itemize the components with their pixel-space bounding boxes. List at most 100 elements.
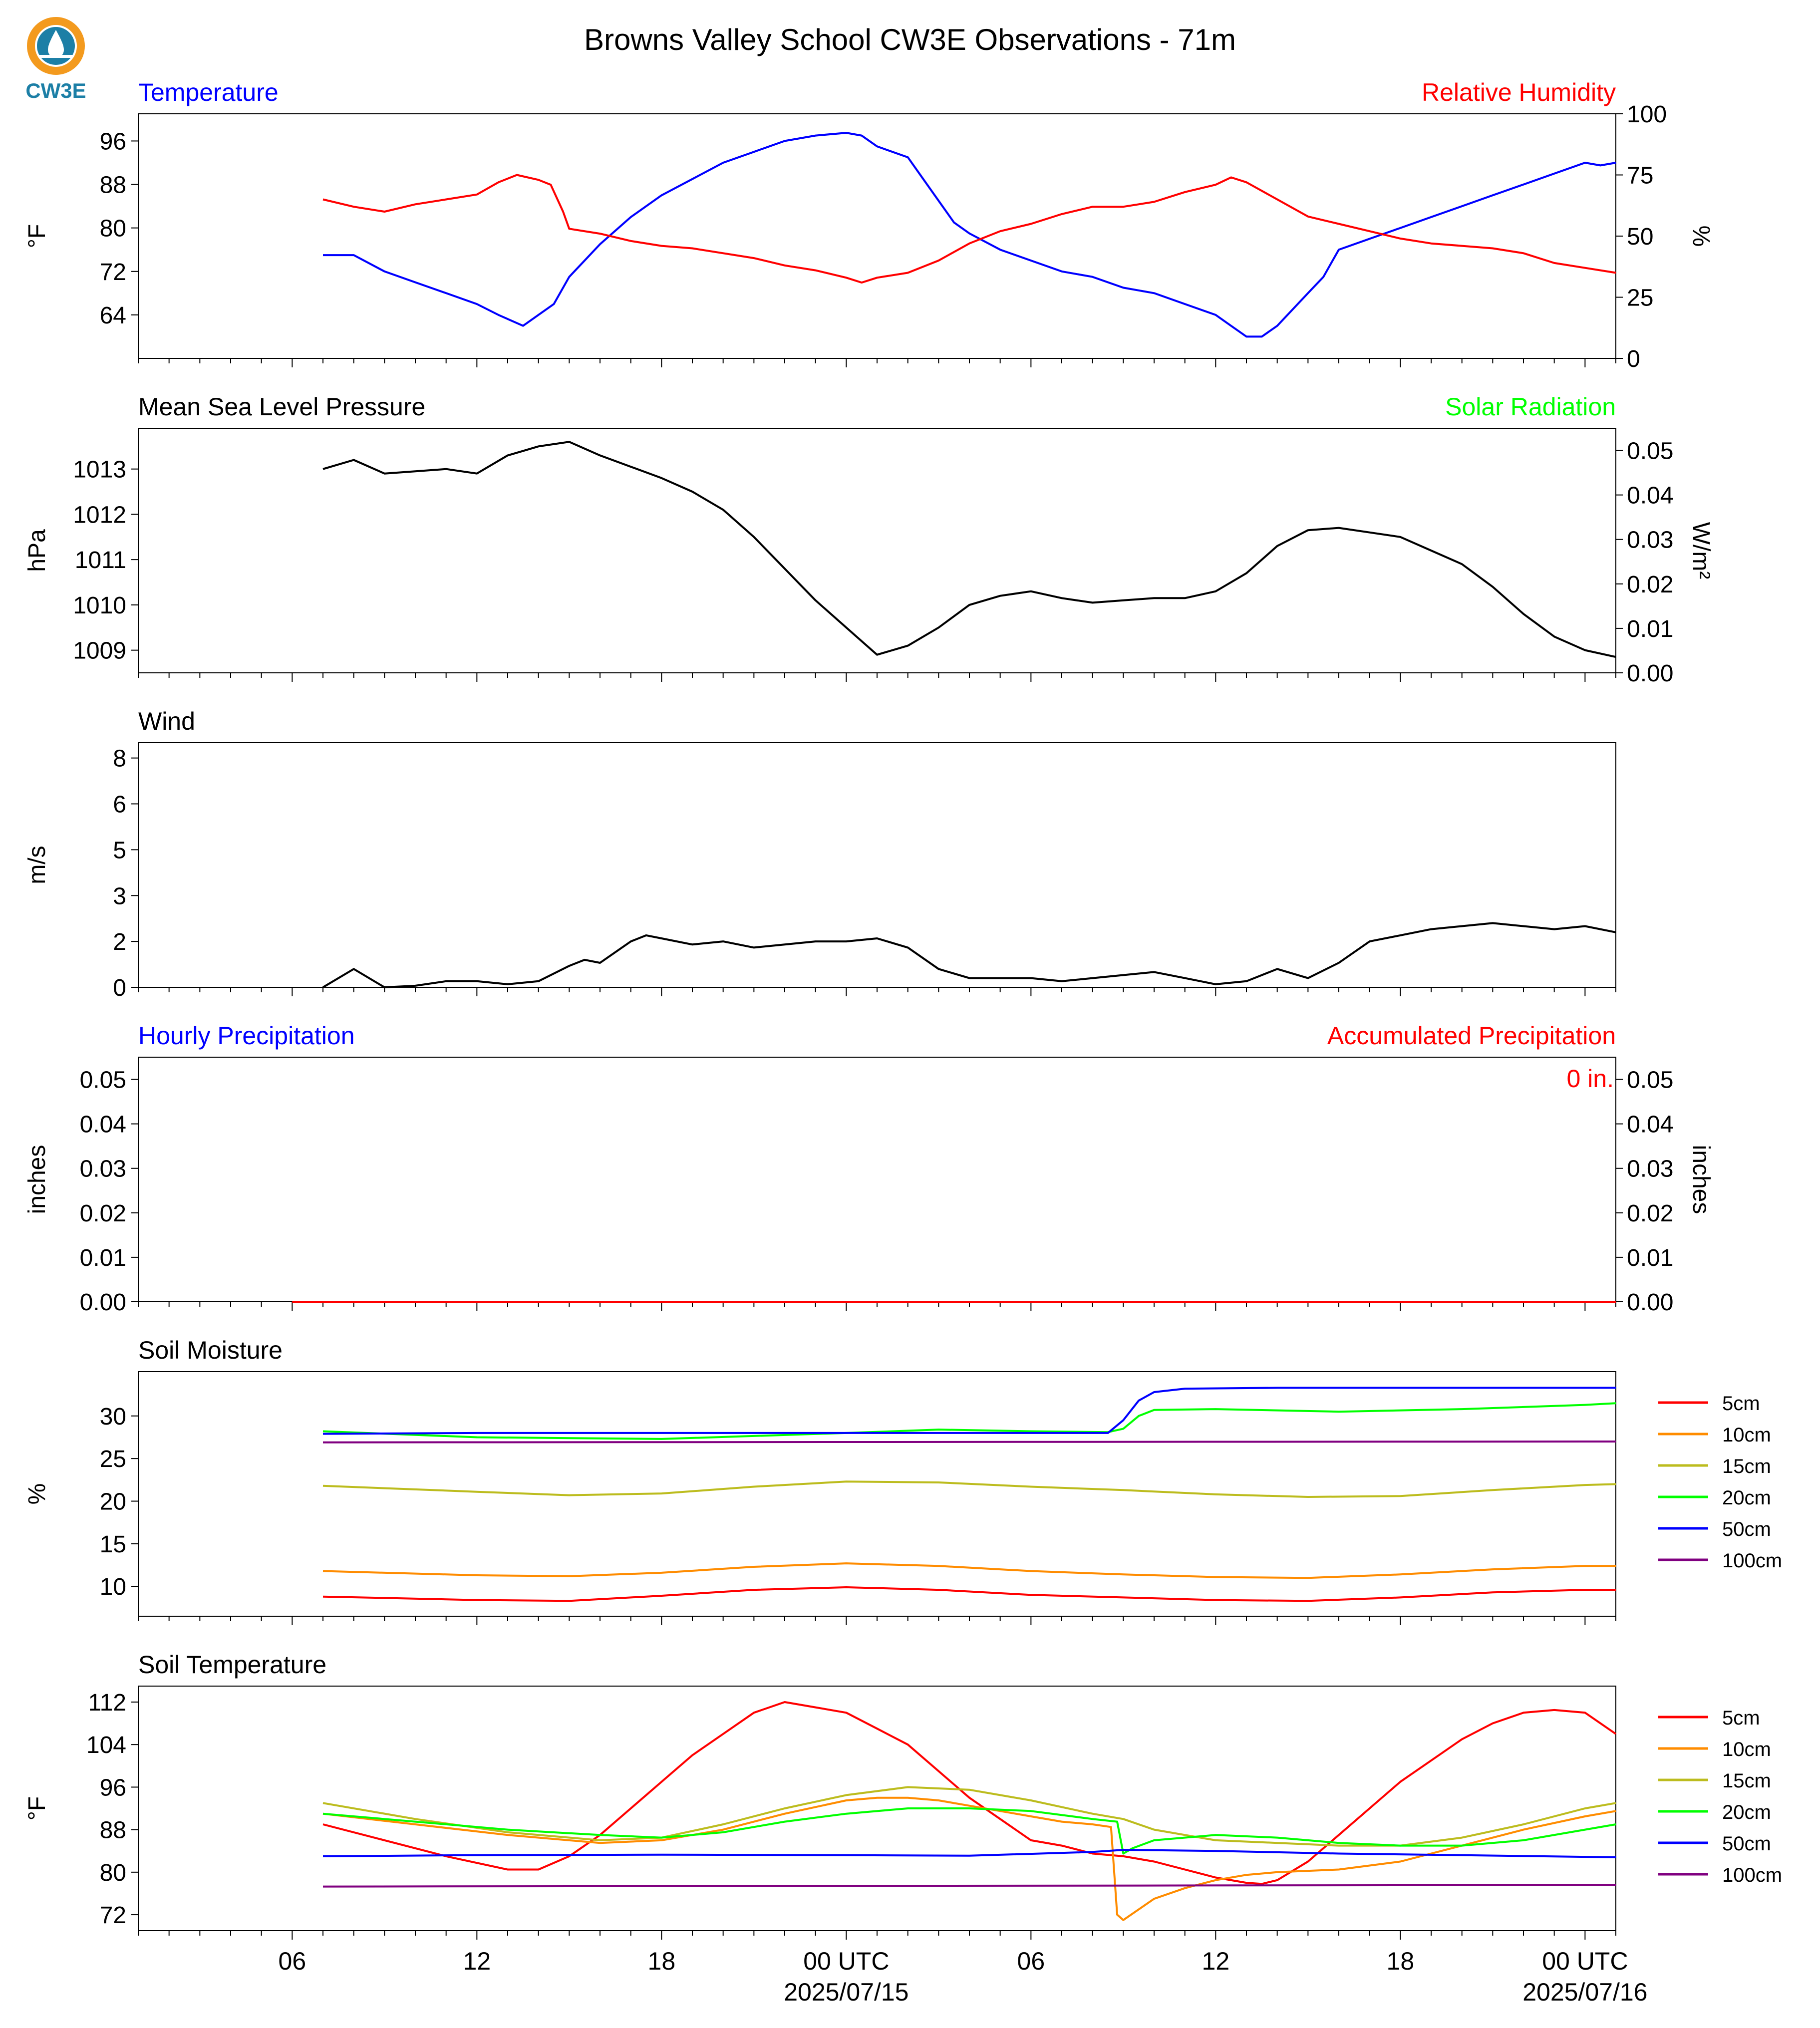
plot-frame xyxy=(138,1371,1616,1617)
plot-frame xyxy=(138,1686,1616,1931)
y-tick-label: 25 xyxy=(100,1446,126,1472)
x-tick-label: 12 xyxy=(463,1947,491,1975)
x-tick-label: 00 UTC xyxy=(803,1947,889,1975)
y2-tick-label: 0 xyxy=(1627,346,1640,372)
y-tick-label: 1009 xyxy=(73,638,126,664)
legend-entry: 20cm xyxy=(1722,1801,1771,1823)
panel-precip: Hourly Precipitation Accumulated Precipit… xyxy=(24,1022,1714,1316)
logo-drop-icon xyxy=(48,30,64,58)
y-tick-label: 5 xyxy=(113,837,126,864)
x-tick-label: 00 UTC xyxy=(1542,1947,1628,1975)
panel-title-left: Temperature xyxy=(138,78,279,106)
y2-axis-label: inches xyxy=(1688,1145,1714,1214)
x-tick-label: 18 xyxy=(648,1947,676,1975)
y2-tick-label: 100 xyxy=(1627,101,1667,128)
figure-title: Browns Valley School CW3E Observations -… xyxy=(584,23,1236,56)
series-line-temp_rh-0 xyxy=(323,132,1616,338)
y-axis-label: °F xyxy=(24,1796,50,1821)
y-tick-label: 80 xyxy=(100,216,126,242)
legend: 5cm 10cm 15cm 20cm 50cm 100cm xyxy=(1658,1393,1782,1572)
x-tick-label: 06 xyxy=(1017,1947,1045,1975)
y-tick-label: 6 xyxy=(113,792,126,818)
y-tick-label: 10 xyxy=(100,1574,126,1600)
series-line-wind-0 xyxy=(322,922,1616,988)
y-tick-label: 20 xyxy=(100,1489,126,1515)
x-date-label: 2025/07/15 xyxy=(784,1978,909,2006)
series-line-100cm xyxy=(322,1884,1616,1888)
y-axis-label: hPa xyxy=(24,529,50,572)
y-tick-label: 0.02 xyxy=(80,1200,126,1227)
y-tick-label: 1013 xyxy=(73,457,126,483)
y2-tick-label: 0.04 xyxy=(1627,483,1673,509)
y2-tick-label: 0.01 xyxy=(1627,616,1673,642)
panel-title-left: Soil Moisture xyxy=(138,1336,283,1364)
series-line-5cm xyxy=(322,1586,1616,1602)
y-tick-label: 0 xyxy=(113,975,126,1001)
series-line-15cm xyxy=(322,1480,1616,1498)
panel-soil_temperature: Soil Temperature 72 80 88 96 104 112 °F 5cm 10cm 1… xyxy=(24,1651,1782,1940)
legend-entry: 5cm xyxy=(1722,1707,1760,1729)
legend-entry: 50cm xyxy=(1722,1833,1771,1855)
series-line-50cm xyxy=(322,1387,1616,1435)
y2-tick-label: 75 xyxy=(1627,163,1653,189)
y-tick-label: 88 xyxy=(100,1817,126,1844)
y-tick-label: 104 xyxy=(86,1732,126,1758)
logo-ring xyxy=(27,17,85,75)
panel-wind: Wind 0 2 3 5 6 8 m/s xyxy=(24,707,1616,1001)
x-tick-label: 06 xyxy=(279,1947,306,1975)
panel-title-right: Accumulated Precipitation xyxy=(1327,1022,1616,1050)
panel-pressure: Mean Sea Level Pressure Solar Radiation 10… xyxy=(24,393,1714,687)
legend-entry: 20cm xyxy=(1722,1487,1771,1509)
y2-axis-label: W/m² xyxy=(1688,522,1714,579)
panel-title-left: Mean Sea Level Pressure xyxy=(138,393,425,421)
y-tick-label: 72 xyxy=(100,1902,126,1929)
y2-tick-label: 25 xyxy=(1627,285,1653,311)
series-line-pressure-0 xyxy=(322,441,1616,658)
y-tick-label: 112 xyxy=(88,1690,126,1716)
y-tick-label: 2 xyxy=(113,929,126,955)
series-line-100cm xyxy=(322,1441,1616,1444)
panel-title-left: Hourly Precipitation xyxy=(138,1022,355,1050)
legend-entry: 15cm xyxy=(1722,1770,1771,1792)
legend-entry: 10cm xyxy=(1722,1424,1771,1446)
y2-tick-label: 0.00 xyxy=(1627,660,1673,687)
y2-axis-label: % xyxy=(1688,226,1714,247)
accumulated-total-label: 0 in. xyxy=(1566,1065,1614,1093)
y-tick-label: 1011 xyxy=(75,547,126,574)
y-axis-label: m/s xyxy=(24,846,50,884)
legend-entry: 10cm xyxy=(1722,1738,1771,1760)
y-tick-label: 96 xyxy=(100,128,126,155)
y-axis-label: inches xyxy=(24,1145,50,1214)
panel-title-left: Wind xyxy=(138,707,195,735)
y-tick-label: 64 xyxy=(100,302,126,329)
x-date-label: 2025/07/16 xyxy=(1522,1978,1647,2006)
y2-tick-label: 0.05 xyxy=(1627,438,1673,465)
panels: Temperature Relative Humidity6472808896°F… xyxy=(24,78,1782,2006)
y2-tick-label: 0.02 xyxy=(1627,572,1673,598)
x-tick-label: 18 xyxy=(1387,1947,1415,1975)
y-tick-label: 88 xyxy=(100,172,126,199)
y-tick-label: 72 xyxy=(100,259,126,286)
plot-frame xyxy=(138,1057,1616,1302)
panel-title-right: Relative Humidity xyxy=(1422,78,1616,106)
y-tick-label: 3 xyxy=(113,883,126,909)
y-tick-label: 0.00 xyxy=(80,1289,126,1316)
y-tick-label: 96 xyxy=(100,1774,126,1801)
logo-text: CW3E xyxy=(25,79,86,102)
panel-temp_rh: Temperature Relative Humidity 64 72 80 88 96 °F… xyxy=(24,78,1714,372)
y-tick-label: 80 xyxy=(100,1860,126,1886)
y-tick-label: 1012 xyxy=(73,502,126,528)
y-axis-label: % xyxy=(24,1483,50,1505)
series-line-5cm xyxy=(322,1701,1617,1885)
y2-tick-label: 0.04 xyxy=(1627,1112,1673,1138)
series-line-20cm xyxy=(322,1402,1616,1440)
y-axis-label: °F xyxy=(24,224,50,249)
logo: CW3E xyxy=(25,17,86,102)
panel-title-right: Solar Radiation xyxy=(1445,393,1616,421)
panel-title-left: Soil Temperature xyxy=(138,1651,326,1679)
y-tick-label: 0.03 xyxy=(80,1156,126,1182)
y-tick-label: 8 xyxy=(113,746,126,772)
plot-frame xyxy=(138,742,1616,988)
